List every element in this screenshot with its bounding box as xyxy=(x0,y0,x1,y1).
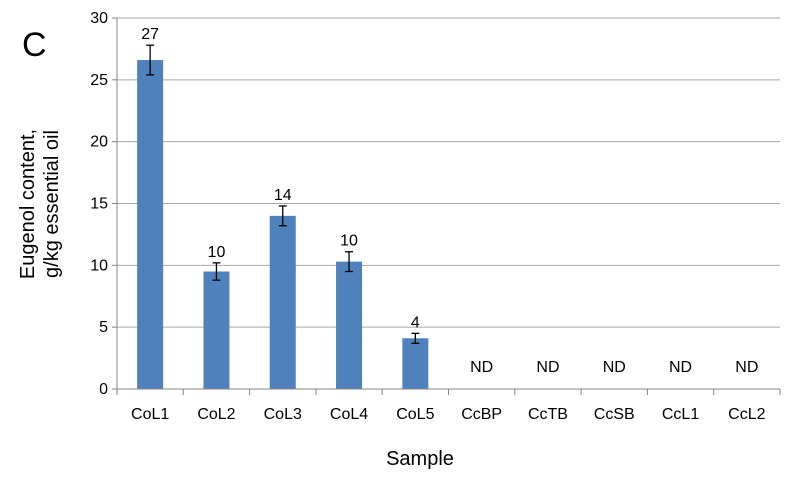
bar xyxy=(336,261,363,389)
bar xyxy=(137,60,164,390)
x-tick-label: CoL1 xyxy=(131,406,169,423)
x-tick-label: CoL2 xyxy=(197,406,235,423)
bars xyxy=(137,60,429,390)
data-label: 10 xyxy=(208,244,226,261)
y-tick-label: 15 xyxy=(90,196,108,213)
x-tick-label: CcBP xyxy=(461,406,502,423)
x-tick-label: CoL4 xyxy=(330,406,368,423)
x-tick-label: CcSB xyxy=(594,406,635,423)
x-axis-title: Sample xyxy=(386,448,454,470)
y-tick-labels: 0 5 10 15 20 25 30 xyxy=(90,10,108,398)
axes xyxy=(112,17,781,395)
data-label: 27 xyxy=(141,26,159,43)
error-bars xyxy=(146,44,420,344)
y-tick-label: 0 xyxy=(99,381,108,398)
y-tick-label: 10 xyxy=(90,257,108,274)
y-tick-label: 5 xyxy=(99,319,108,336)
x-tick-label: CcTB xyxy=(528,406,568,423)
y-axis-title-line-1: Eugenol content, xyxy=(17,129,39,279)
bar xyxy=(402,338,429,389)
x-tick-labels: CoL1 CoL2 CoL3 CoL4 CoL5 CcBP CcTB CcSB CcL1 CcL2 xyxy=(131,406,766,423)
data-label: 10 xyxy=(340,233,358,250)
data-label: ND xyxy=(669,359,692,376)
gridlines xyxy=(117,17,780,328)
y-tick-label: 20 xyxy=(90,134,108,151)
y-axis-title-line-2: g/kg essential oil xyxy=(41,130,63,278)
data-label: ND xyxy=(536,359,559,376)
data-label: ND xyxy=(735,359,758,376)
data-labels: 27 10 14 10 4 ND ND ND ND ND xyxy=(141,26,758,376)
panel-letter: C xyxy=(22,26,47,64)
y-tick-label: 25 xyxy=(90,72,108,89)
bar xyxy=(203,271,230,389)
data-label: 14 xyxy=(274,187,292,204)
data-label: ND xyxy=(470,359,493,376)
x-tick-label: CoL5 xyxy=(396,406,434,423)
x-tick-label: CcL2 xyxy=(728,406,765,423)
bar xyxy=(269,215,296,389)
data-label: 4 xyxy=(411,314,420,331)
y-tick-label: 30 xyxy=(90,10,108,27)
x-tick-label: CcL1 xyxy=(662,406,699,423)
x-tick-label: CoL3 xyxy=(264,406,302,423)
data-label: ND xyxy=(603,359,626,376)
